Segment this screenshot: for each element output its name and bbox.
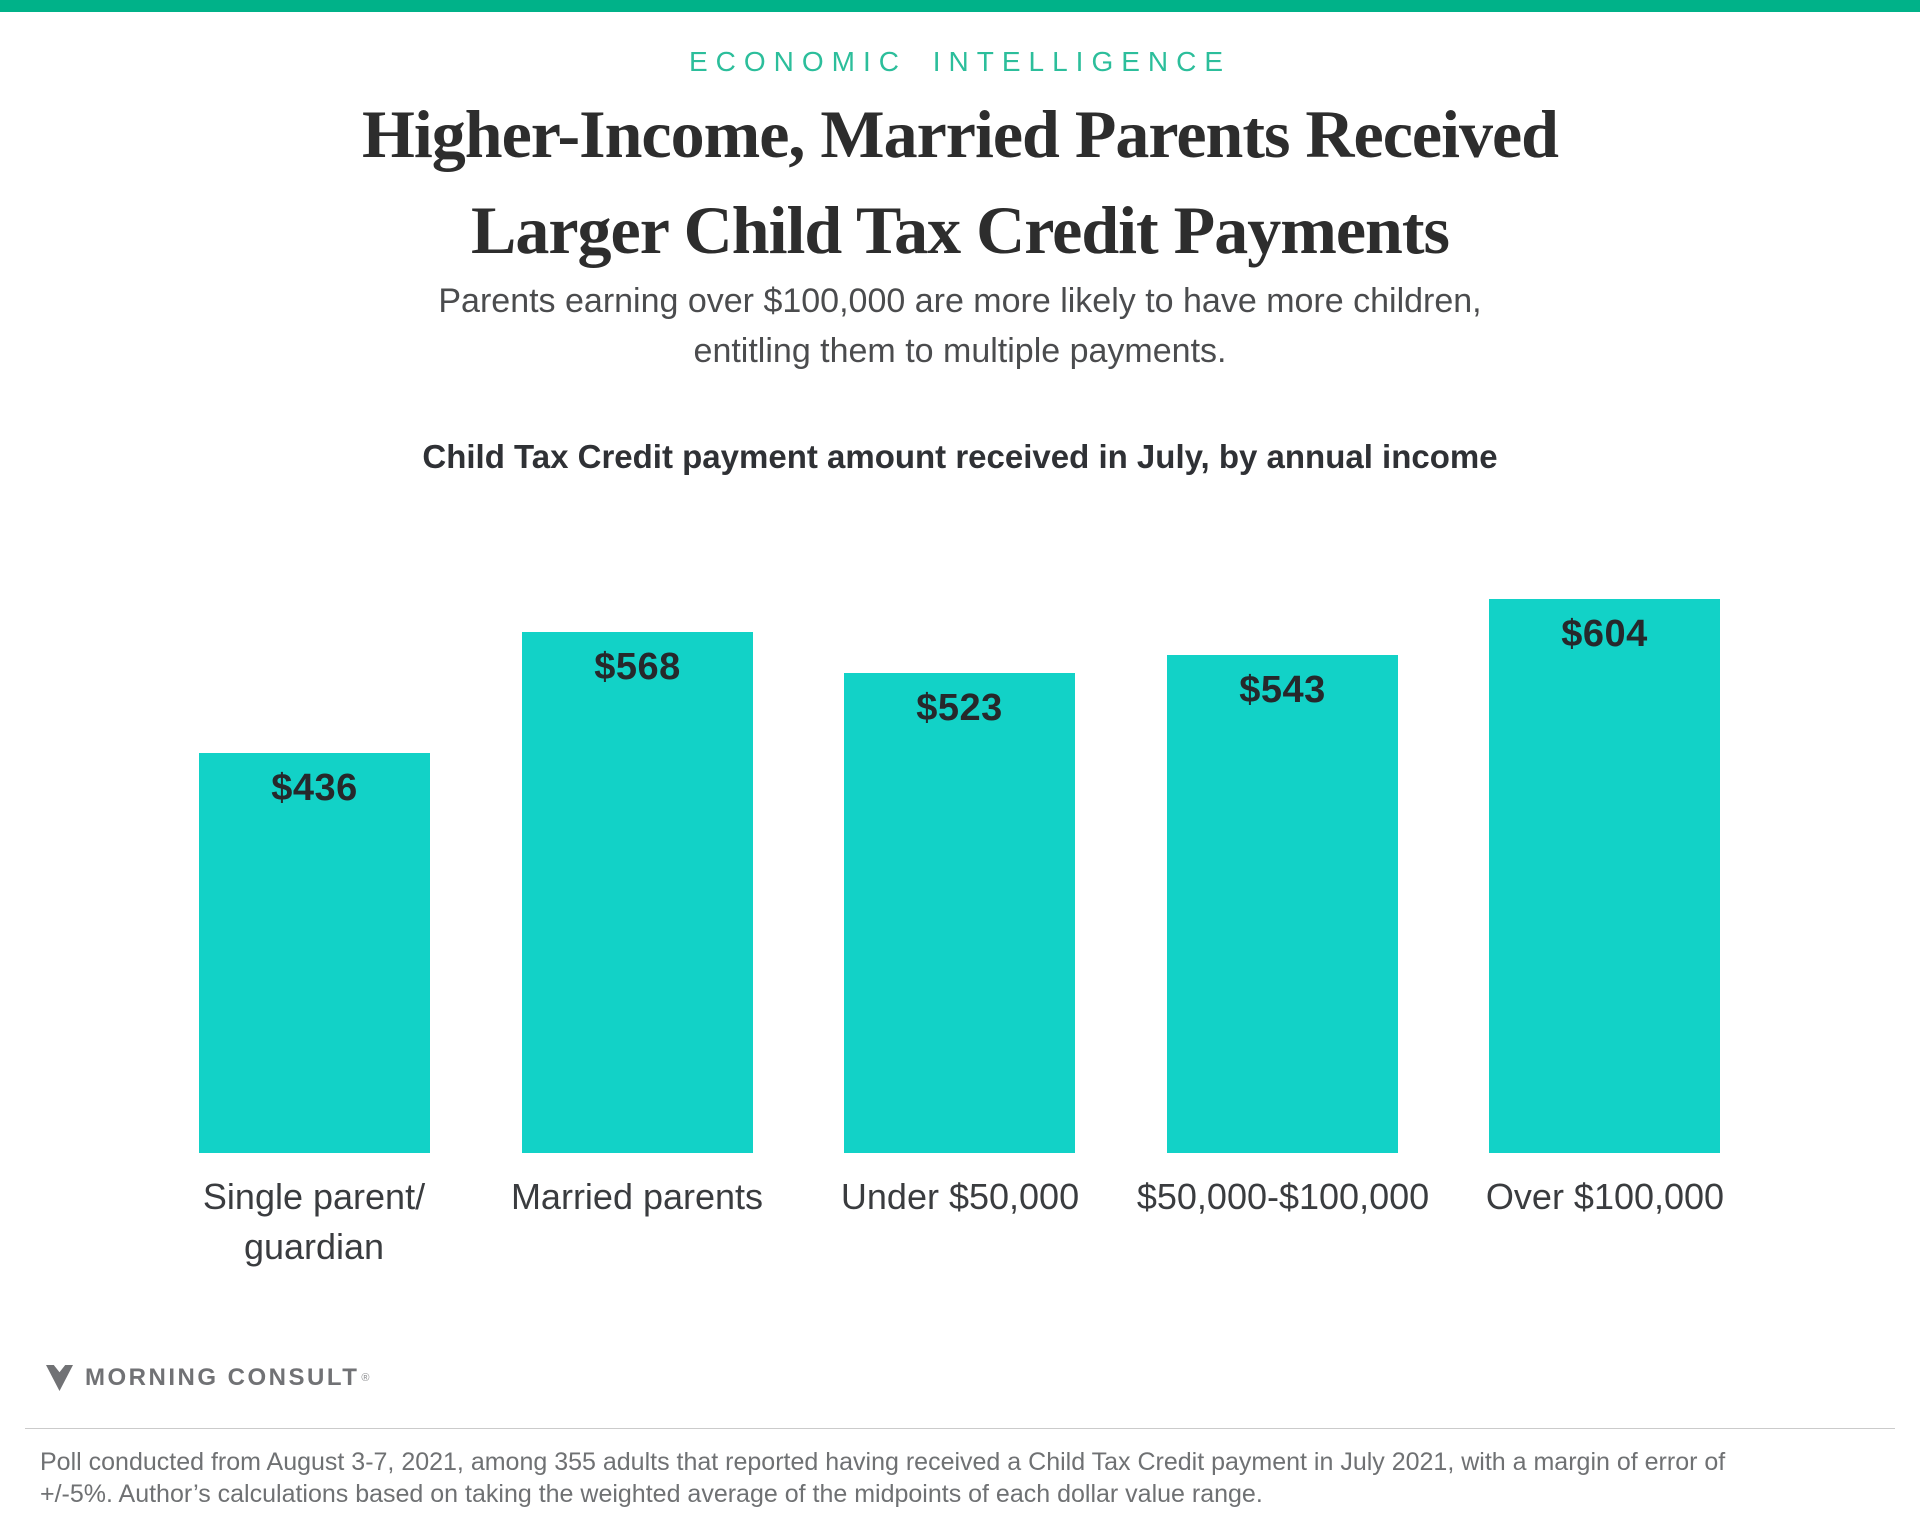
footer-divider [25,1428,1895,1429]
footnote-line-2: +/-5%. Author’s calculations based on ta… [40,1480,1263,1508]
registered-trademark-mark: ® [361,1372,370,1384]
category-label-50000-100000: $50,000-$100,000 [1136,1176,1430,1217]
morning-consult-logo-icon [46,1365,73,1391]
bar-value-label: $543 [1239,669,1326,711]
category-label-over-100000: Over $100,000 [1485,1176,1725,1217]
footnote-line-1: Poll conducted from August 3-7, 2021, am… [40,1448,1726,1476]
page-subtitle: Parents earning over $100,000 are more l… [0,276,1920,376]
bar-value-label: $523 [916,687,1003,729]
page-subtitle-line-2: entitling them to multiple payments. [693,332,1227,370]
eyebrow-label: ECONOMIC INTELLIGENCE [688,46,1232,77]
bar-value-label: $604 [1561,613,1648,655]
morning-consult-logo-text: MORNING CONSULT [85,1364,360,1391]
category-label-married-parents: Married parents [510,1176,764,1217]
bar-chart: $436 $568 $523 $543 $604 [199,599,1720,1153]
page-title-line-1: Higher-Income, Married Parents Received [362,96,1559,172]
x-axis-labels: Single parent/ guardian Married parents … [0,1172,1920,1302]
bar-over-100000: $604 [1489,599,1720,1153]
bar-single-parent-guardian: $436 [199,753,430,1153]
morning-consult-logo: MORNING CONSULT ® [46,1364,369,1392]
chart-title: Child Tax Credit payment amount received… [422,438,1498,475]
bar-value-label: $568 [594,646,681,688]
page-title: Higher-Income, Married Parents Received … [0,86,1920,278]
category-label-single-parent-guardian: Single parent/ guardian [202,1176,426,1267]
top-accent-bar [0,0,1920,12]
page-title-line-2: Larger Child Tax Credit Payments [471,192,1450,268]
bar-50000-100000: $543 [1167,655,1398,1153]
footnote: Poll conducted from August 3-7, 2021, am… [40,1446,1900,1510]
bar-married-parents: $568 [522,632,753,1153]
bar-under-50000: $523 [844,673,1075,1153]
category-label-under-50000: Under $50,000 [840,1176,1080,1217]
page-subtitle-line-1: Parents earning over $100,000 are more l… [438,282,1482,320]
bar-value-label: $436 [271,767,358,809]
